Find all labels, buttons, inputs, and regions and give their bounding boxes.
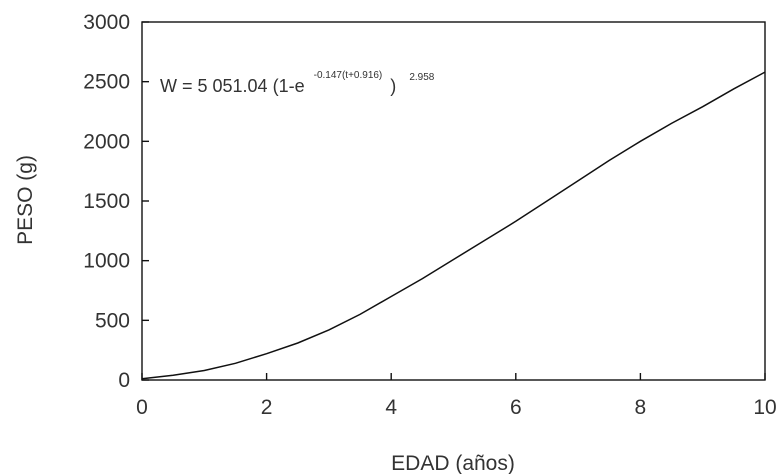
y-tick-label: 2500 xyxy=(83,71,130,94)
x-tick-label: 10 xyxy=(753,396,776,419)
y-tick-label: 1000 xyxy=(83,250,130,273)
y-axis-ticks: 0 500 1000 1500 2000 2500 3000 xyxy=(83,11,149,392)
x-tick-label: 4 xyxy=(385,396,397,419)
plot-frame xyxy=(141,21,766,381)
x-tick-label: 0 xyxy=(136,396,148,419)
x-axis-ticks: 0 2 4 6 8 10 xyxy=(136,373,777,419)
y-tick-label: 2000 xyxy=(83,130,130,153)
y-axis-title: PESO (g) xyxy=(14,155,37,245)
equation-exponent: -0.147(t+0.916) xyxy=(314,70,383,81)
x-axis-title: EDAD (años) xyxy=(391,452,515,474)
y-tick-label: 1500 xyxy=(83,190,130,213)
equation-main: W = 5 051.04 (1-e xyxy=(160,76,305,96)
equation-close: ) xyxy=(390,76,396,96)
y-tick-label: 0 xyxy=(118,369,130,392)
equation-power: 2.958 xyxy=(409,72,434,83)
growth-curve-line xyxy=(141,71,766,380)
equation-annotation: W = 5 051.04 (1-e -0.147(t+0.916) ) 2.95… xyxy=(160,62,435,96)
y-tick-label: 500 xyxy=(95,309,130,332)
y-tick-label: 3000 xyxy=(83,11,130,34)
x-tick-label: 8 xyxy=(635,396,647,419)
x-tick-label: 2 xyxy=(261,396,273,419)
x-tick-label: 6 xyxy=(510,396,522,419)
